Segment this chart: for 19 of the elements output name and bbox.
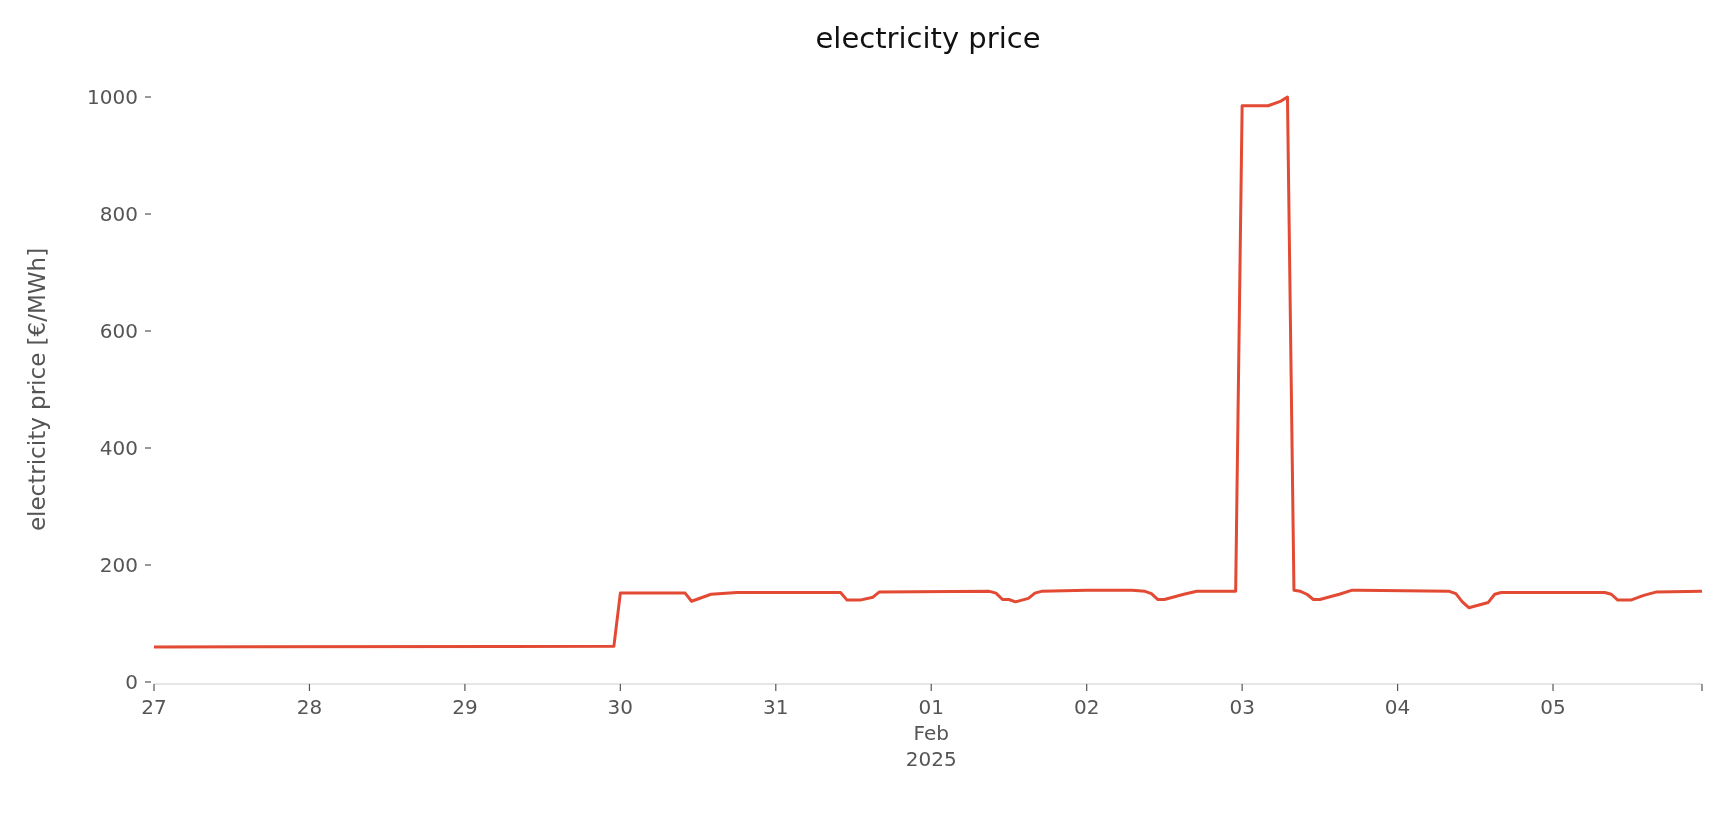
x-tick-label: 05: [1540, 695, 1566, 719]
y-tick-label: 600: [99, 319, 138, 343]
y-axis-title: electricity price [€/MWh]: [24, 247, 50, 532]
x-tick-label: 02: [1073, 695, 1100, 719]
y-tick-label: 200: [99, 553, 138, 577]
x-tick-label: 04: [1384, 695, 1411, 719]
x-tick-label: 31: [763, 695, 789, 719]
y-tick-label: 800: [99, 202, 138, 226]
x-tick-label: 03: [1229, 695, 1255, 719]
y-tick-label: 0: [125, 670, 138, 694]
chart-title: electricity price: [815, 21, 1041, 55]
y-tick-label: 400: [99, 436, 138, 460]
x-tick-label: 01 Feb 2025: [905, 695, 957, 771]
y-tick-label: 1000: [87, 85, 138, 109]
x-tick-label: 28: [296, 695, 323, 719]
x-tick-label: 29: [452, 695, 478, 719]
x-tick-label: 27: [141, 695, 167, 719]
x-tick-label: 30: [607, 695, 634, 719]
line-series: [152, 95, 1704, 649]
